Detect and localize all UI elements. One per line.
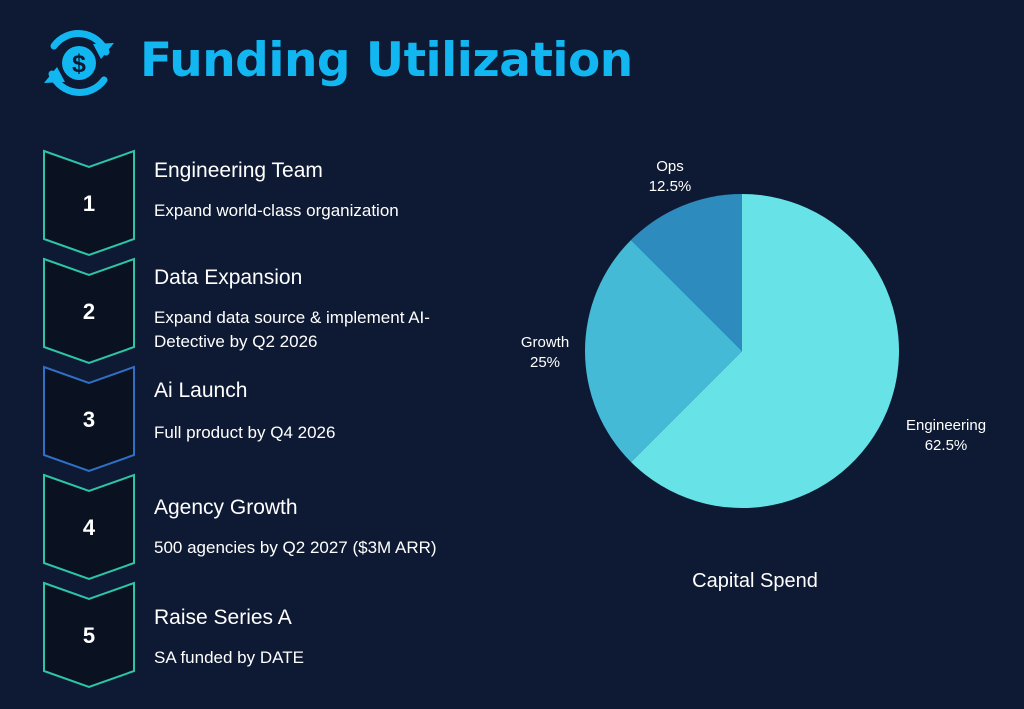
step-number: 5 xyxy=(82,623,96,648)
step-title: Engineering Team xyxy=(154,159,323,182)
step-chevron xyxy=(43,149,135,257)
step-description: Full product by Q4 2026 xyxy=(154,423,336,442)
pie-value-engineering: 62.5% xyxy=(925,437,968,454)
header: $ Funding Utilization xyxy=(30,18,633,108)
step-list: 1 Engineering Team Expand world-class or… xyxy=(43,149,563,692)
step-title: Raise Series A xyxy=(154,606,292,629)
step-3: 3 Ai Launch Full product by Q4 2026 xyxy=(43,365,563,476)
pie-value-growth: 25% xyxy=(530,354,560,371)
step-chevron xyxy=(43,365,135,473)
pie-slice-engineering xyxy=(630,194,899,508)
chart-title: Capital Spend xyxy=(692,570,818,592)
step-description: 500 agencies by Q2 2027 ($3M ARR) xyxy=(154,538,437,557)
step-number: 1 xyxy=(82,191,96,216)
page-title: Funding Utilization xyxy=(140,32,633,88)
step-description: Expand world-class organization xyxy=(154,201,399,220)
step-title: Ai Launch xyxy=(154,379,248,402)
dollar-refresh-icon: $ xyxy=(44,30,114,96)
pie-label-engineering: Engineering xyxy=(906,417,986,434)
step-number: 4 xyxy=(82,515,96,540)
pie-slice-ops xyxy=(630,194,742,351)
step-number: 3 xyxy=(82,407,96,432)
pie-label-growth: Growth xyxy=(521,334,569,351)
step-number: 2 xyxy=(82,299,96,324)
step-title: Data Expansion xyxy=(154,266,303,289)
pie-chart-svg: Engineering 62.5% Growth 25% Ops 12.5% xyxy=(521,158,986,508)
step-title: Agency Growth xyxy=(154,496,298,519)
step-5: 5 Raise Series A SA funded by DATE xyxy=(43,581,563,692)
step-4: 4 Agency Growth 500 agencies by Q2 2027 … xyxy=(43,473,563,584)
step-chevron xyxy=(43,257,135,365)
pie-chart: Engineering 62.5% Growth 25% Ops 12.5% xyxy=(490,140,1024,560)
step-chevron xyxy=(43,473,135,581)
step-chevron xyxy=(43,581,135,689)
step-description: SA funded by DATE xyxy=(154,648,304,667)
pie-label-ops: Ops xyxy=(656,158,684,175)
pie-value-ops: 12.5% xyxy=(649,178,692,195)
step-1: 1 Engineering Team Expand world-class or… xyxy=(43,149,563,260)
step-2: 2 Data Expansion Expand data source & im… xyxy=(43,257,563,368)
pie-slice-growth xyxy=(585,239,742,463)
svg-text:$: $ xyxy=(72,50,86,78)
step-description: Expand data source & implement AI- Detec… xyxy=(154,308,430,351)
